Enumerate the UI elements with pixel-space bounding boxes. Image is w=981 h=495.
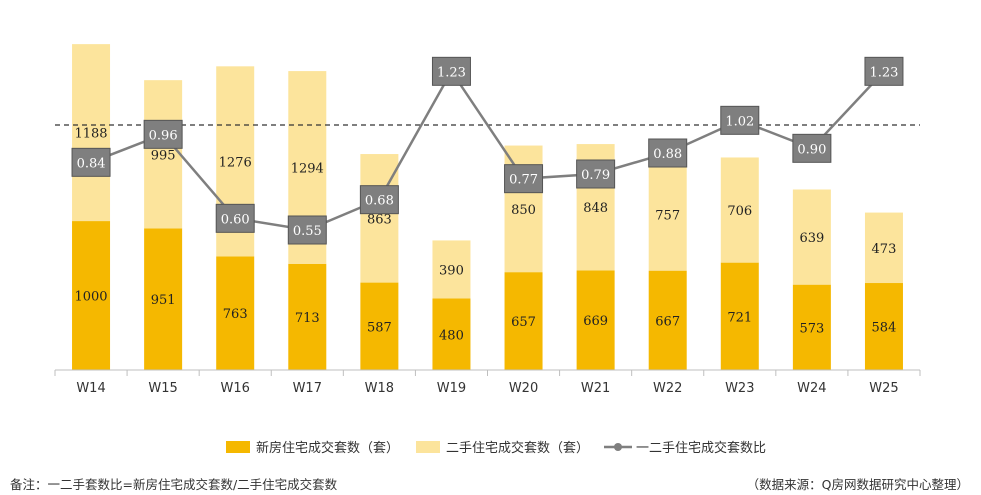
label-old-W24: 639 (799, 231, 824, 246)
ratio-marker-W22 (648, 138, 688, 168)
bar-new-W22 (648, 270, 687, 370)
bar-old-W25 (864, 212, 903, 284)
label-new-W22: 667 (655, 314, 680, 329)
legend: 新房住宅成交套数（套） 二手住宅成交套数（套） 一二手住宅成交套数比 (226, 440, 766, 456)
ratio-marker-W16 (215, 203, 255, 233)
label-old-W21: 848 (583, 201, 608, 216)
bar-old-W15 (144, 80, 183, 229)
ratio-label-W21: 0.79 (581, 168, 610, 183)
bar-new-W23 (720, 262, 759, 370)
ratio-series-line (90, 68, 885, 232)
bar-new-W19 (432, 298, 471, 370)
legend-marker-ratio (614, 443, 622, 451)
label-new-W18: 587 (367, 320, 392, 335)
x-tick-label-W23: W23 (725, 381, 754, 396)
ratio-marker-W25 (864, 56, 904, 86)
bar-old-W14 (72, 44, 111, 222)
x-tick-label-W16: W16 (221, 381, 250, 396)
label-old-W22: 757 (655, 208, 680, 223)
x-tick-label-W24: W24 (797, 381, 826, 396)
ratio-label-W22: 0.88 (653, 147, 682, 162)
ratio-marker-W24 (792, 133, 832, 163)
x-tick-label-W21: W21 (581, 381, 610, 396)
x-tick-label-W19: W19 (437, 381, 466, 396)
ratio-label-W23: 1.02 (725, 114, 754, 129)
ratio-marker-W14 (71, 147, 111, 177)
label-old-W15: 995 (151, 148, 176, 163)
bar-old-W22 (648, 157, 687, 271)
x-tick-label-W15: W15 (148, 381, 177, 396)
bar-new-W25 (864, 283, 903, 370)
label-old-W23: 706 (727, 204, 752, 219)
bar-new-W18 (360, 282, 399, 370)
label-old-W17: 1294 (291, 161, 324, 176)
ratio-marker-W21 (576, 159, 616, 189)
ratio-label-W25: 1.23 (869, 65, 898, 80)
bar-new-W15 (144, 228, 183, 370)
bar-new-W16 (216, 256, 255, 370)
x-tick-label-W20: W20 (509, 381, 538, 396)
label-new-W16: 763 (223, 307, 248, 322)
label-old-W16: 1276 (219, 155, 252, 170)
label-new-W24: 573 (799, 321, 824, 336)
x-tick-label-W22: W22 (653, 381, 682, 396)
label-new-W14: 1000 (74, 290, 107, 305)
ratio-markers: 0.84 0.96 0.60 0.55 0.68 1.23 0.77 0.79 0.88 1.02… (71, 56, 904, 245)
bars-layer: 1000 1188 951 995 763 1276 713 1294 587 863 480 390… (72, 44, 903, 370)
ratio-label-W20: 0.77 (509, 173, 538, 188)
ratio-label-W15: 0.96 (149, 128, 178, 143)
legend-label-new: 新房住宅成交套数（套） (256, 440, 399, 456)
label-new-W21: 669 (583, 314, 608, 329)
x-tick-label-W18: W18 (365, 381, 394, 396)
ratio-marker-W15 (143, 119, 183, 149)
label-new-W17: 713 (295, 311, 320, 326)
label-new-W19: 480 (439, 328, 464, 343)
x-axis-ticks: W14 W15 W16 W17 W18 W19 W20 W21 W22 W23 W24 W25 (54, 370, 921, 396)
ratio-label-W24: 0.90 (797, 142, 826, 157)
label-new-W15: 951 (151, 293, 176, 308)
ratio-label-W14: 0.84 (77, 156, 106, 171)
legend-label-ratio: 一二手住宅成交套数比 (636, 440, 766, 456)
bar-new-W20 (504, 272, 543, 370)
bar-new-W21 (576, 270, 615, 370)
x-tick-label-W14: W14 (76, 381, 105, 396)
ratio-marker-W18 (359, 185, 399, 215)
x-tick-label-W17: W17 (293, 381, 322, 396)
bar-new-W17 (288, 263, 327, 370)
ratio-label-W17: 0.55 (293, 224, 322, 239)
bar-new-W24 (792, 284, 831, 370)
bar-old-W24 (792, 189, 831, 285)
label-old-W14: 1188 (74, 127, 107, 142)
ratio-label-W16: 0.60 (221, 212, 250, 227)
label-old-W20: 850 (511, 203, 536, 218)
x-tick-label-W25: W25 (869, 381, 898, 396)
label-old-W18: 863 (367, 212, 392, 227)
ratio-marker-W20 (504, 164, 544, 194)
bar-old-W23 (720, 157, 759, 263)
label-old-W25: 473 (872, 242, 897, 257)
legend-swatch-old (416, 441, 440, 453)
legend-label-old: 二手住宅成交套数（套） (446, 440, 589, 456)
footnote: 备注：一二手套数比=新房住宅成交套数/二手住宅成交套数 (10, 477, 338, 492)
ratio-label-W18: 0.68 (365, 194, 394, 209)
label-old-W19: 390 (439, 263, 464, 278)
bar-old-W19 (432, 240, 471, 299)
label-new-W20: 657 (511, 315, 536, 330)
ratio-marker-W23 (720, 105, 760, 135)
ratio-marker-W19 (431, 56, 471, 86)
ratio-label-W19: 1.23 (437, 65, 466, 80)
bar-new-W14 (72, 221, 111, 370)
label-new-W23: 721 (727, 310, 752, 325)
data-source: （数据来源：Q房网数据研究中心整理） (746, 477, 969, 492)
label-new-W25: 584 (872, 321, 897, 336)
chart: 1000 1188 951 995 763 1276 713 1294 587 863 480 390… (54, 44, 921, 456)
ratio-marker-W17 (287, 215, 327, 245)
legend-swatch-new (226, 441, 250, 453)
